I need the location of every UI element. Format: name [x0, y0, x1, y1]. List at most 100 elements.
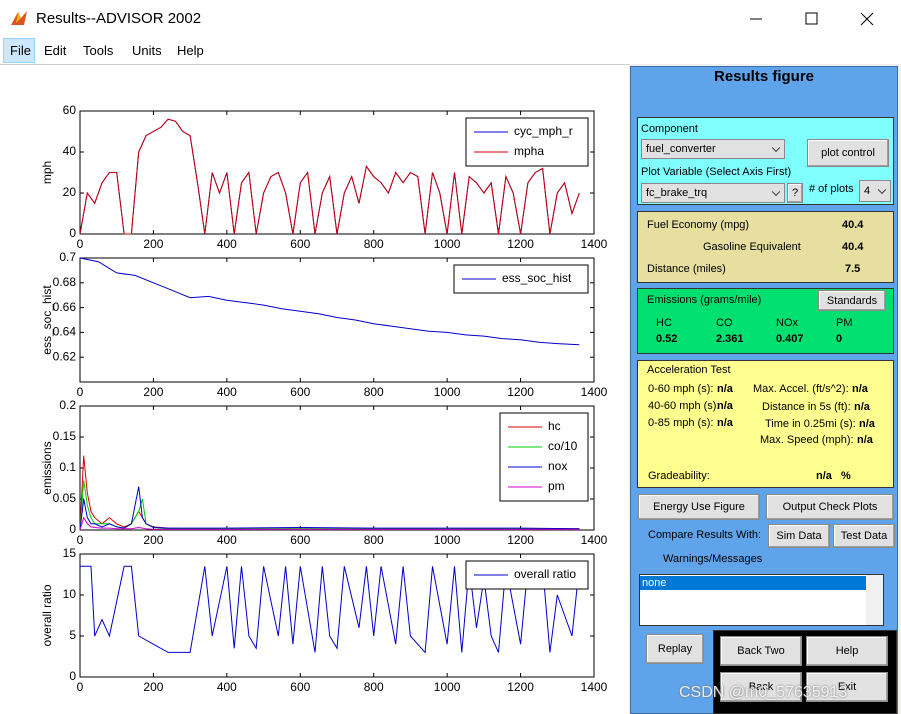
series-line [79, 516, 580, 531]
x-tick-label: 400 [217, 237, 237, 251]
menu-item[interactable]: File [10, 43, 31, 58]
label: n/a [816, 470, 832, 482]
button[interactable]: Back Two [720, 636, 802, 666]
x-tick-label: 1400 [581, 237, 608, 251]
legend-label: pm [548, 479, 565, 493]
y-tick-label: 0 [69, 522, 76, 536]
x-tick-label: 200 [143, 385, 163, 399]
y-tick-label: 20 [63, 185, 77, 199]
y-axis-label: overall ratio [40, 584, 54, 646]
y-tick-label: 15 [63, 546, 77, 560]
label: Warnings/Messages [663, 553, 763, 565]
label: Max. Speed (mph): [760, 434, 854, 446]
button[interactable]: Replay [646, 634, 704, 664]
label: Compare Results With: [648, 529, 762, 541]
button[interactable]: plot control [807, 139, 889, 167]
legend [465, 117, 589, 167]
y-tick-label: 0.68 [53, 275, 77, 289]
label: 40-60 mph (s): [648, 400, 720, 412]
menu-highlight [3, 38, 35, 63]
x-tick-label: 800 [364, 385, 384, 399]
menu-item[interactable]: Edit [44, 43, 67, 58]
y-tick-label: 0 [69, 669, 76, 683]
label: Emissions (grams/mile) [647, 294, 762, 306]
label: Acceleration Test [647, 364, 731, 376]
dropdown[interactable]: fuel_converter [641, 139, 785, 159]
y-tick-label: 0.7 [59, 250, 76, 264]
y-tick-label: 0.2 [59, 398, 76, 412]
label: NOx [776, 317, 798, 329]
title-bar [0, 0, 901, 36]
label: 40.4 [842, 241, 864, 253]
y-axis-label: ess_soc_hist [40, 285, 54, 355]
x-tick-label: 1000 [434, 533, 461, 547]
x-tick-label: 200 [143, 533, 163, 547]
label: Time in 0.25mi (s): [765, 418, 856, 430]
y-tick-label: 0.05 [53, 491, 77, 505]
app-icon [11, 11, 27, 25]
button[interactable]: Help [806, 636, 888, 666]
x-tick-label: 200 [143, 237, 163, 251]
label: n/a [717, 383, 733, 395]
y-tick-label: 0 [69, 226, 76, 240]
legend-label: co/10 [548, 439, 578, 453]
message-item[interactable]: none [640, 576, 866, 590]
menu-item[interactable]: Help [177, 43, 204, 58]
label: 0 [836, 333, 843, 345]
panel-title: Results figure [713, 68, 815, 85]
x-tick-label: 400 [217, 385, 237, 399]
button[interactable]: ? [787, 183, 803, 203]
label: 0-60 mph (s): [648, 383, 714, 395]
window-title: Results--ADVISOR 2002 [36, 10, 202, 27]
button[interactable]: Output Check Plots [766, 494, 894, 520]
y-tick-label: 0.66 [53, 300, 77, 314]
y-axis-label: mph [40, 161, 54, 184]
button[interactable]: Standards [818, 290, 886, 311]
label: 2.361 [716, 333, 744, 345]
menu-item[interactable]: Units [132, 43, 162, 58]
button[interactable]: Test Data [833, 524, 895, 548]
button[interactable]: Energy Use Figure [638, 494, 760, 520]
label: n/a [857, 434, 873, 446]
x-tick-label: 1200 [507, 237, 534, 251]
y-tick-label: 10 [63, 587, 77, 601]
menu-bar [0, 36, 901, 64]
x-tick-label: 600 [290, 533, 310, 547]
watermark: CSDN @m0_57635913 [679, 684, 848, 701]
y-tick-label: 0.64 [53, 325, 77, 339]
y-tick-label: 0.1 [59, 460, 76, 474]
legend-label: hc [548, 419, 561, 433]
y-tick-label: 40 [63, 144, 77, 158]
dropdown[interactable]: fc_brake_trq [641, 183, 785, 203]
label: Plot Variable (Select Axis First) [641, 166, 792, 178]
button[interactable]: Sim Data [768, 524, 830, 548]
button[interactable]: Exit [806, 672, 888, 702]
legend-label: mpha [514, 144, 544, 158]
menu-item[interactable]: Tools [83, 43, 114, 58]
y-tick-label: 0.62 [53, 349, 77, 363]
x-tick-label: 1400 [581, 680, 608, 694]
label: Gradeability: [648, 470, 710, 482]
label: CO [716, 317, 733, 329]
label: % [841, 470, 851, 482]
label: 0.52 [656, 333, 678, 345]
series-line [79, 257, 580, 346]
x-tick-label: 600 [290, 385, 310, 399]
label: Fuel Economy (mpg) [647, 219, 750, 231]
dropdown[interactable]: 4 [859, 180, 891, 202]
x-tick-label: 800 [364, 237, 384, 251]
accel-box [637, 360, 894, 488]
x-tick-label: 400 [217, 533, 237, 547]
button[interactable]: Back [720, 672, 802, 702]
label: Distance (miles) [647, 263, 726, 275]
label: Component [641, 123, 698, 135]
legend-label: ess_soc_hist [502, 271, 572, 285]
label: n/a [852, 383, 868, 395]
label: Gasoline Equivalent [703, 241, 801, 253]
label: 0-85 mph (s): [648, 417, 714, 429]
legend-label: overall ratio [514, 567, 576, 581]
plots: 0 200 400 600 800 1000 1200 14000204060mphcyc_m… [40, 103, 608, 694]
window-controls[interactable] [740, 8, 900, 30]
y-tick-label: 0.15 [53, 429, 77, 443]
label: HC [656, 317, 672, 329]
